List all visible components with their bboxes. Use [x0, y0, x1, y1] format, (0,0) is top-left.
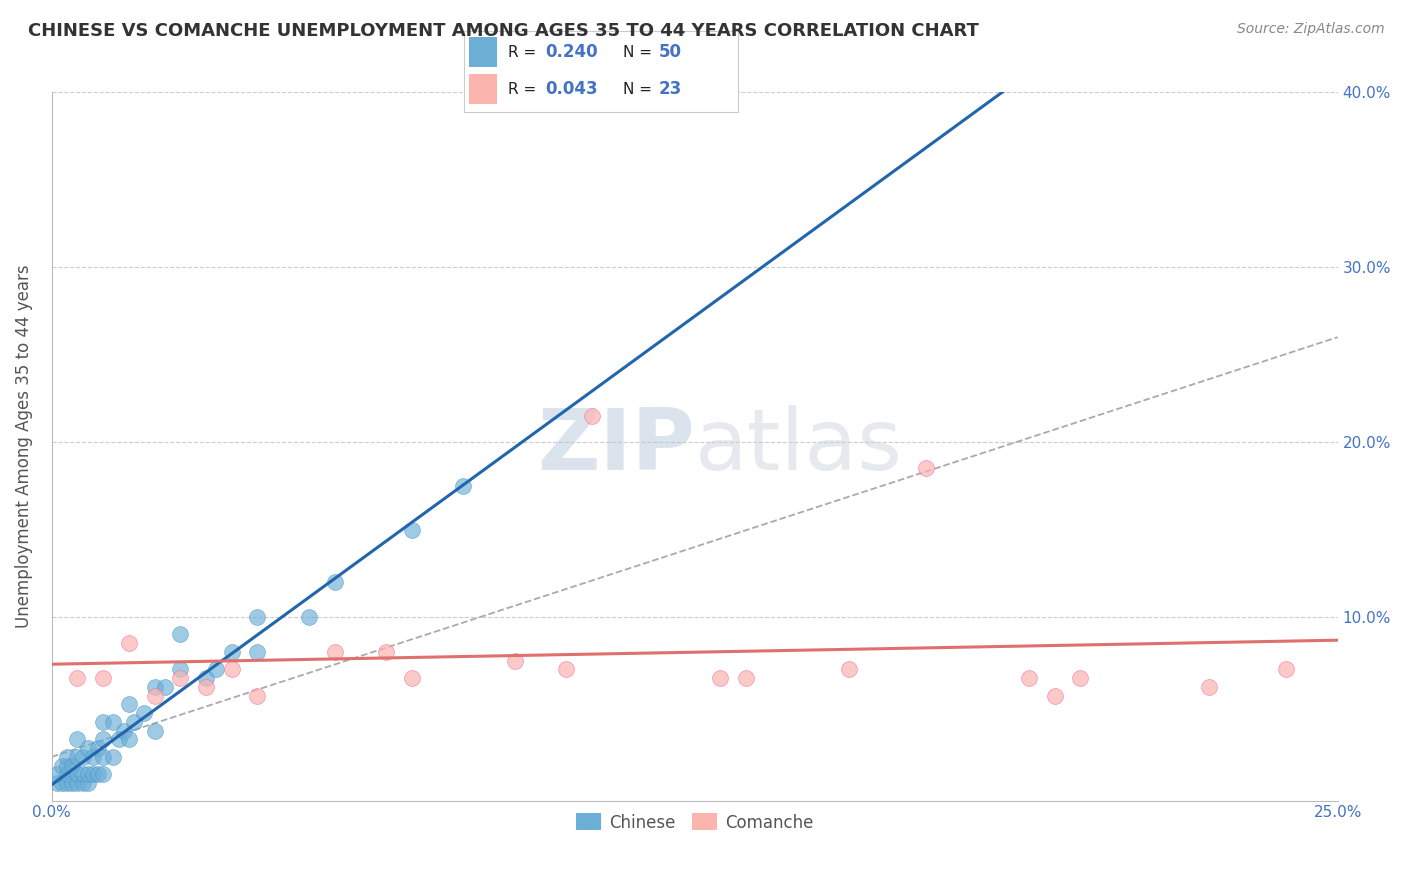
Point — [153, 680, 176, 694]
Point — [107, 732, 129, 747]
Point — [401, 671, 423, 685]
Point — [143, 680, 166, 694]
Point — [915, 461, 938, 475]
Point — [56, 749, 79, 764]
Point — [375, 645, 398, 659]
Point — [66, 776, 89, 790]
Point — [45, 767, 67, 781]
Point — [45, 776, 67, 790]
Point — [87, 767, 110, 781]
Point — [246, 645, 269, 659]
Point — [169, 662, 191, 676]
Point — [51, 776, 73, 790]
Point — [66, 767, 89, 781]
Point — [298, 610, 321, 624]
Point — [221, 662, 243, 676]
Point — [581, 409, 603, 423]
Text: 0.240: 0.240 — [546, 43, 598, 61]
Point — [143, 689, 166, 703]
Text: N =: N = — [623, 45, 657, 60]
Point — [82, 767, 104, 781]
Point — [91, 749, 114, 764]
Point — [66, 671, 89, 685]
Text: CHINESE VS COMANCHE UNEMPLOYMENT AMONG AGES 35 TO 44 YEARS CORRELATION CHART: CHINESE VS COMANCHE UNEMPLOYMENT AMONG A… — [28, 22, 979, 40]
Point — [118, 732, 141, 747]
Text: 50: 50 — [658, 43, 682, 61]
FancyBboxPatch shape — [470, 37, 496, 68]
Point — [66, 732, 89, 747]
Point — [51, 758, 73, 772]
Point — [87, 741, 110, 756]
Text: R =: R = — [508, 81, 541, 96]
Point — [735, 671, 758, 685]
Point — [221, 645, 243, 659]
Point — [1275, 662, 1298, 676]
Point — [503, 654, 526, 668]
Text: atlas: atlas — [695, 405, 903, 488]
Point — [1018, 671, 1040, 685]
Point — [169, 671, 191, 685]
Point — [246, 689, 269, 703]
Point — [709, 671, 731, 685]
Point — [72, 776, 94, 790]
Point — [60, 758, 83, 772]
Point — [91, 714, 114, 729]
Point — [72, 749, 94, 764]
Point — [838, 662, 860, 676]
Point — [118, 636, 141, 650]
Point — [195, 671, 218, 685]
Point — [60, 776, 83, 790]
Point — [451, 479, 474, 493]
Point — [195, 680, 218, 694]
Point — [1043, 689, 1066, 703]
Text: N =: N = — [623, 81, 657, 96]
Point — [56, 767, 79, 781]
Text: 0.043: 0.043 — [546, 80, 598, 98]
Y-axis label: Unemployment Among Ages 35 to 44 years: Unemployment Among Ages 35 to 44 years — [15, 265, 32, 628]
Point — [169, 627, 191, 641]
Point — [1198, 680, 1220, 694]
Point — [76, 741, 98, 756]
Point — [91, 767, 114, 781]
Point — [205, 662, 228, 676]
Point — [143, 723, 166, 738]
Text: 23: 23 — [658, 80, 682, 98]
Point — [56, 758, 79, 772]
Text: R =: R = — [508, 45, 541, 60]
Point — [118, 698, 141, 712]
Point — [122, 714, 145, 729]
Text: ZIP: ZIP — [537, 405, 695, 488]
Point — [76, 767, 98, 781]
Point — [112, 723, 135, 738]
Point — [56, 776, 79, 790]
Point — [82, 749, 104, 764]
FancyBboxPatch shape — [470, 74, 496, 104]
Point — [323, 574, 346, 589]
Point — [66, 749, 89, 764]
Point — [555, 662, 578, 676]
Point — [72, 767, 94, 781]
Point — [91, 732, 114, 747]
Point — [323, 645, 346, 659]
Point — [1069, 671, 1091, 685]
Legend: Chinese, Comanche: Chinese, Comanche — [569, 806, 821, 838]
Text: Source: ZipAtlas.com: Source: ZipAtlas.com — [1237, 22, 1385, 37]
Point — [76, 776, 98, 790]
Point — [103, 714, 125, 729]
Point — [134, 706, 156, 720]
Point — [91, 671, 114, 685]
Point — [103, 749, 125, 764]
Point — [246, 610, 269, 624]
Point — [401, 523, 423, 537]
